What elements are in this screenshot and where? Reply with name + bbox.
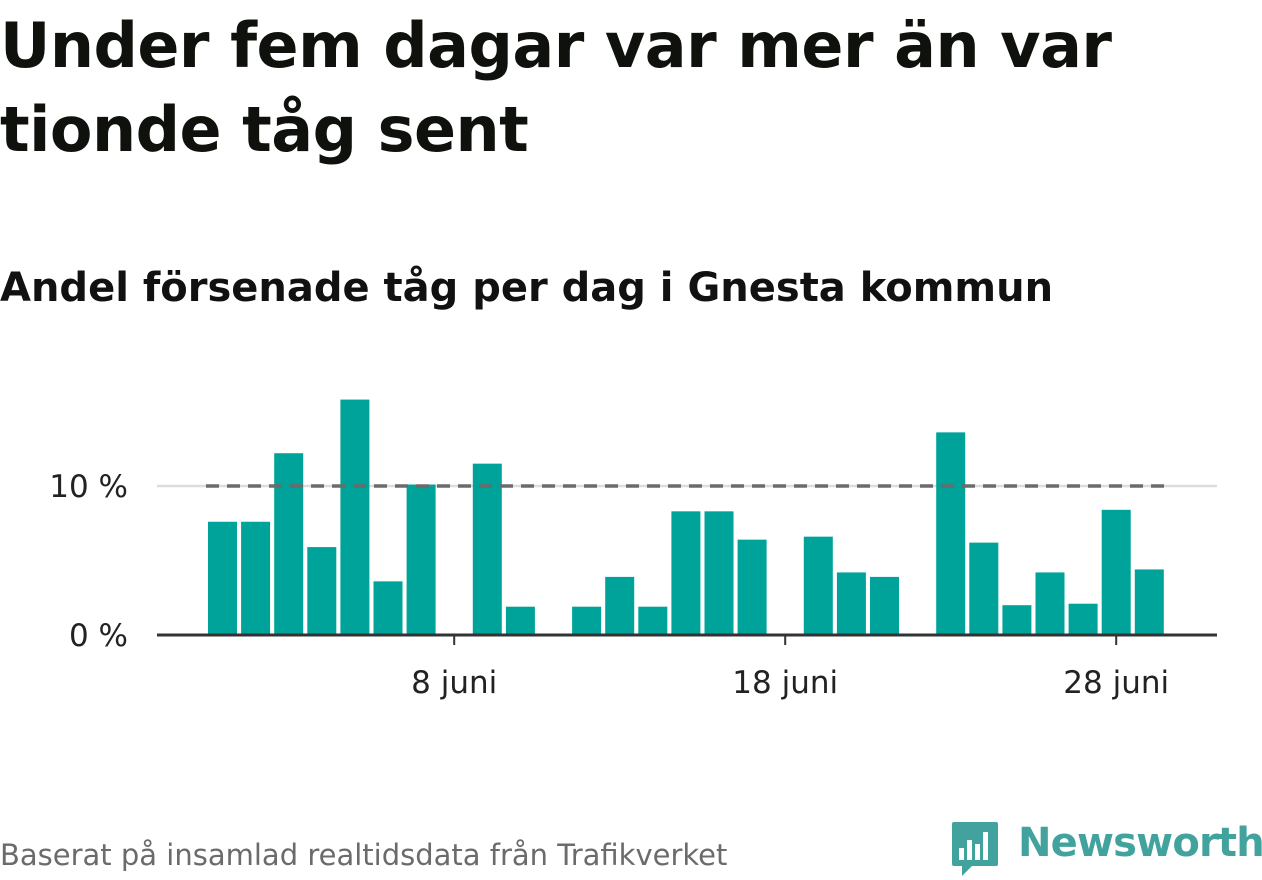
bar-2024-06-28 xyxy=(1101,509,1131,635)
bar-2024-06-16 xyxy=(704,511,734,635)
bar-2024-06-03 xyxy=(274,453,304,635)
bar-2024-06-20 xyxy=(836,572,866,635)
bar-chart: 0 % 10 % 8 juni 18 juni 28 juni xyxy=(49,399,1217,701)
bar-2024-06-06 xyxy=(373,581,403,635)
brand-name: Newsworthy xyxy=(1018,820,1262,866)
x-tick-label: 28 juni xyxy=(1063,665,1169,701)
x-tick-label: 18 juni xyxy=(732,665,838,701)
bar-2024-06-09 xyxy=(472,463,502,635)
bar-2024-06-29 xyxy=(1134,569,1164,635)
chart-subtitle: Andel försenade tåg per dag i Gnesta kom… xyxy=(0,265,1054,311)
chart-title: Under fem dagar var mer än var tionde tå… xyxy=(0,9,1112,166)
y-tick-label: 10 % xyxy=(49,469,128,505)
bar-2024-06-14 xyxy=(638,606,668,635)
bar-2024-06-24 xyxy=(969,542,999,635)
bar-2024-06-26 xyxy=(1035,572,1065,635)
bar-2024-06-07 xyxy=(406,484,436,635)
bar-2024-06-13 xyxy=(605,576,635,635)
bar-2024-06-05 xyxy=(340,399,370,635)
newsworthy-logo: Newsworthy xyxy=(950,818,1262,878)
bar-2024-06-12 xyxy=(572,606,602,635)
bar-2024-06-02 xyxy=(241,521,271,635)
y-tick-label: 0 % xyxy=(69,618,128,654)
bar-2024-06-21 xyxy=(870,576,899,635)
bar-2024-06-25 xyxy=(1002,605,1032,635)
bar-2024-06-04 xyxy=(307,547,337,635)
bar-2024-06-19 xyxy=(803,536,833,635)
bar-2024-06-10 xyxy=(505,606,535,635)
bar-2024-06-27 xyxy=(1068,603,1098,635)
bar-2024-06-17 xyxy=(737,539,767,635)
bar-2024-06-15 xyxy=(671,511,701,635)
bar-2024-06-23 xyxy=(936,432,966,635)
bar-chart-speech-bubble-icon xyxy=(952,822,998,876)
x-tick-label: 8 juni xyxy=(411,665,497,701)
bar-2024-06-01 xyxy=(208,521,237,635)
source-note: Baserat på insamlad realtidsdata från Tr… xyxy=(0,838,728,872)
